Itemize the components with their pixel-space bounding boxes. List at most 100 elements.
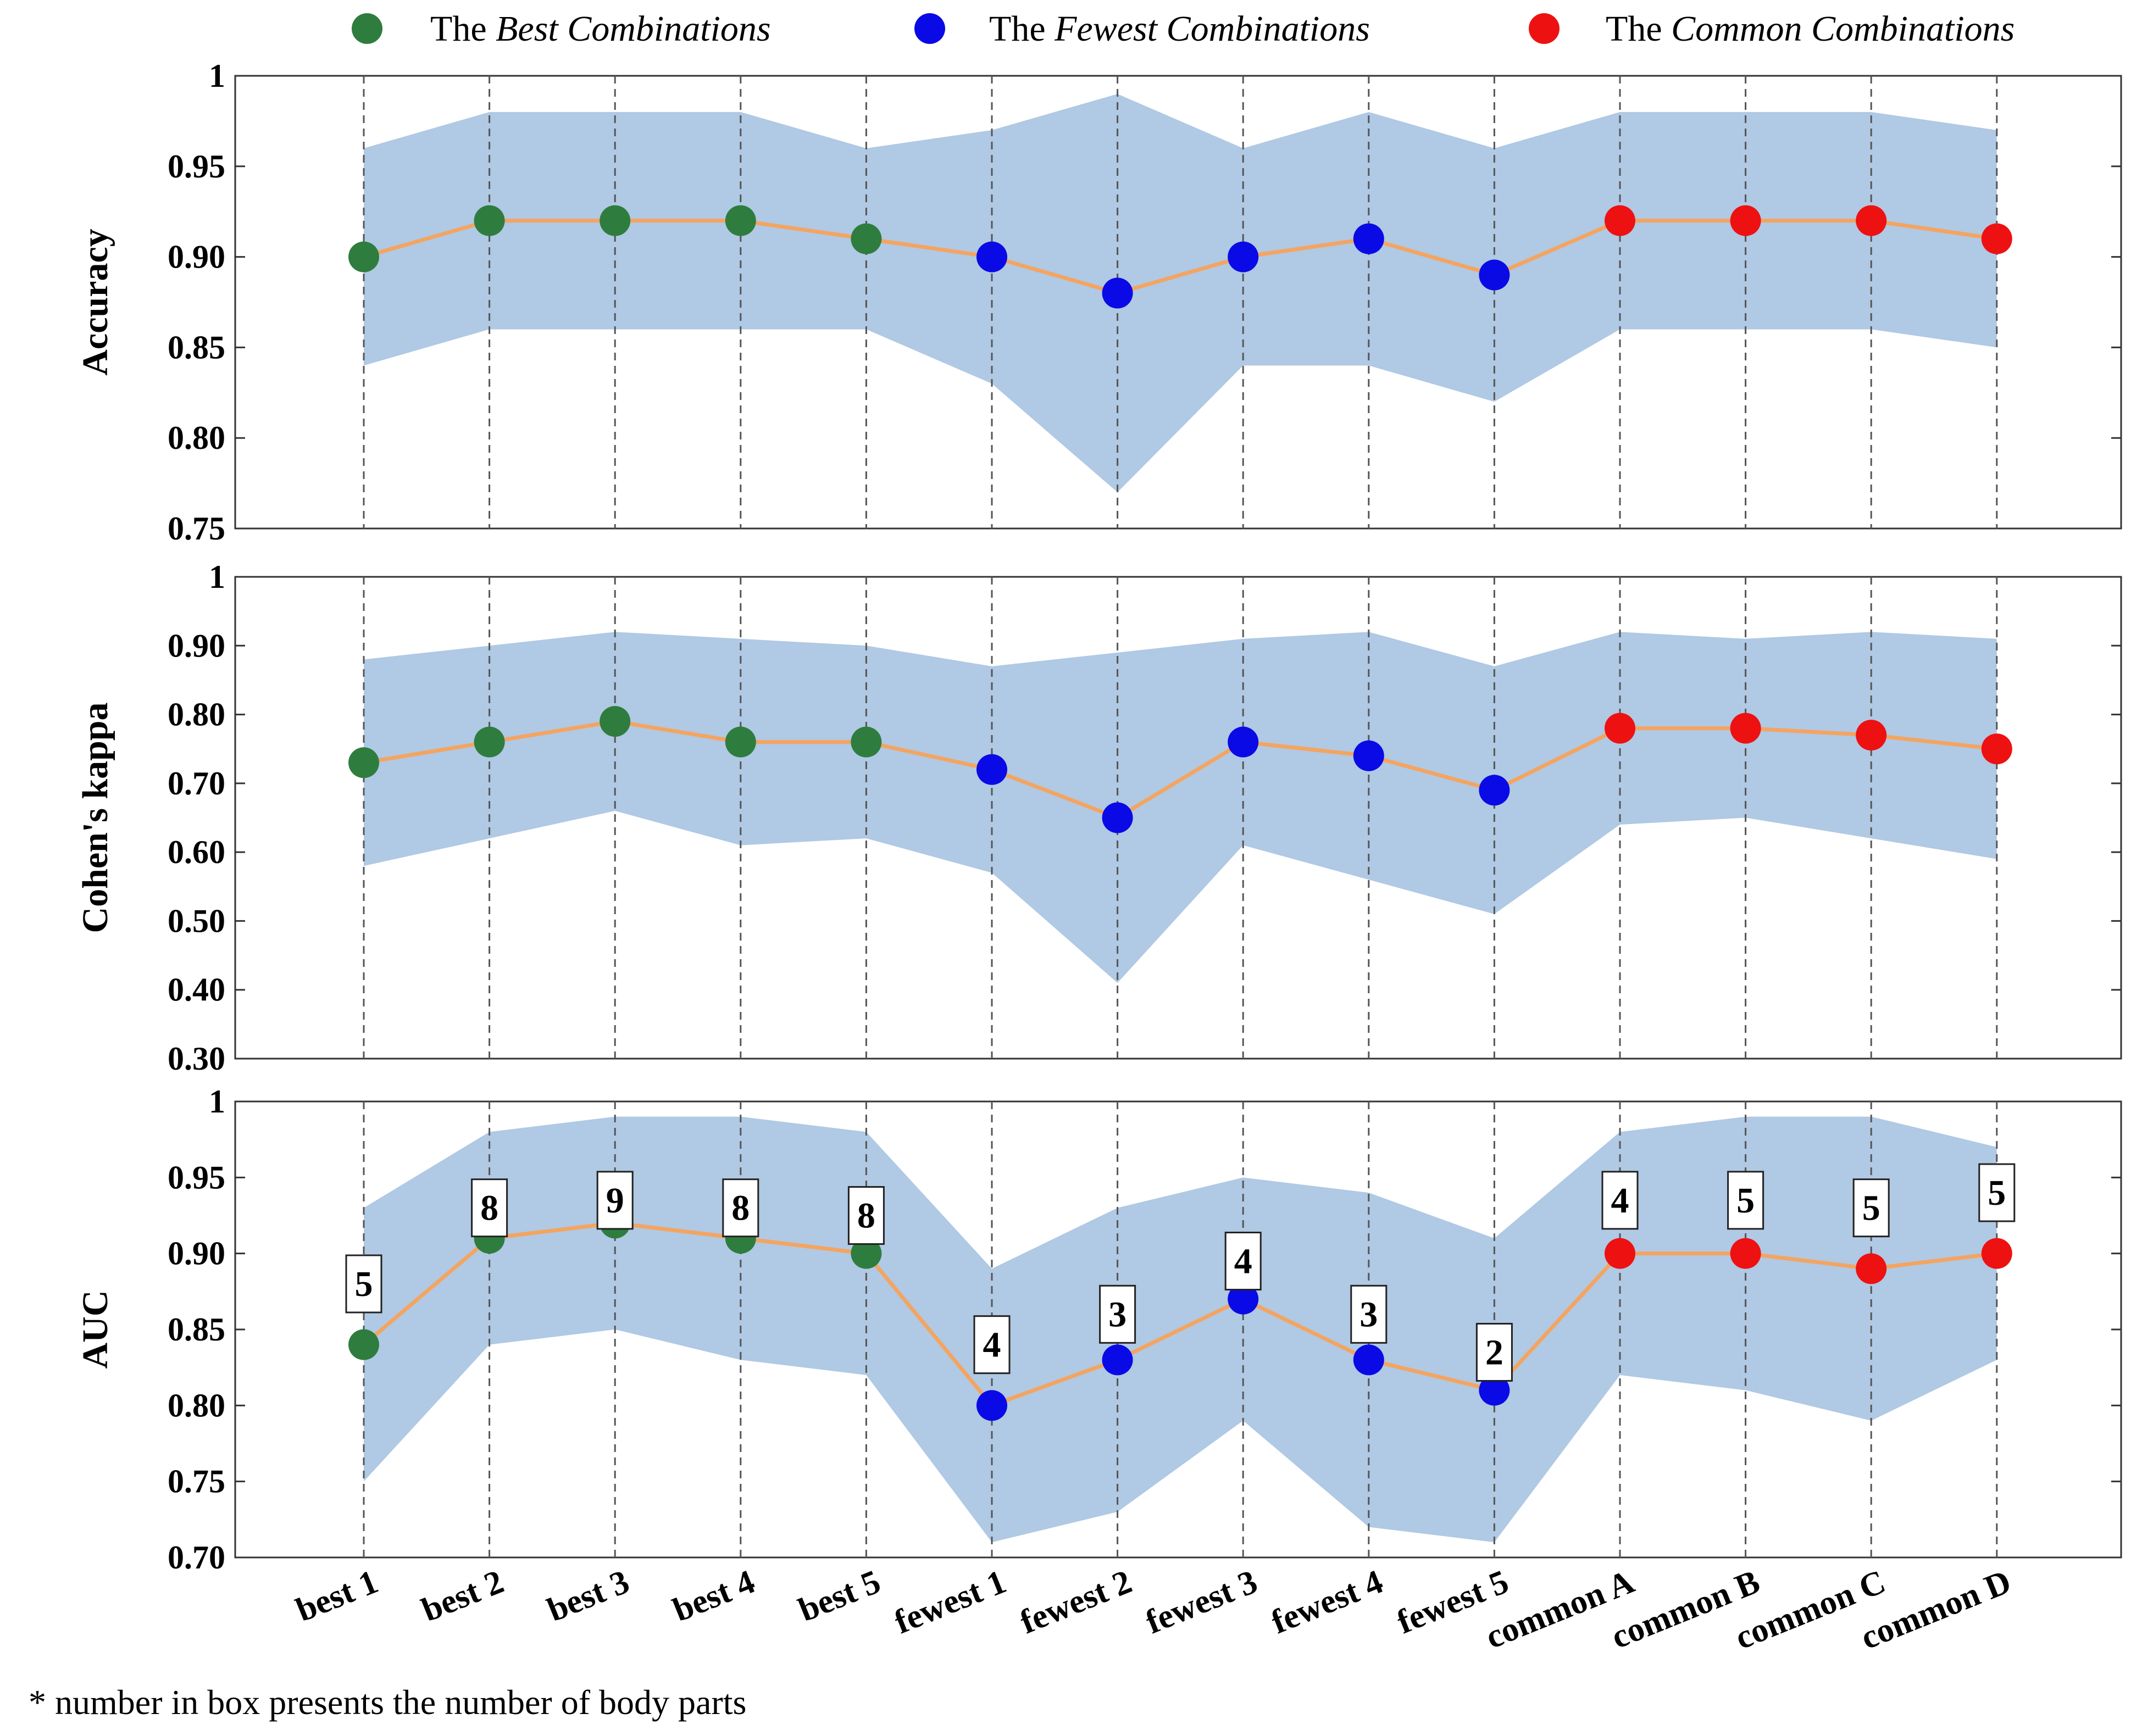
- data-point: [1730, 205, 1761, 236]
- y-tick-label: 0.80: [168, 1387, 225, 1423]
- annotation-box: 8: [471, 1178, 508, 1238]
- x-tick-label: best 2: [417, 1563, 509, 1629]
- data-point: [1856, 720, 1887, 751]
- annotation-label: 8: [731, 1188, 750, 1228]
- y-tick-label: 0.70: [168, 1539, 225, 1576]
- data-point: [600, 205, 631, 236]
- data-point: [1479, 1375, 1510, 1406]
- plot-frame: [234, 75, 2122, 530]
- annotation-box-frame: [1350, 1284, 1388, 1344]
- confidence-band: [364, 93, 1997, 493]
- data-point: [1730, 1238, 1761, 1269]
- annotation-box-frame: [1601, 1171, 1639, 1230]
- plot-frame: [234, 576, 2122, 1060]
- x-tick-label: best 3: [542, 1563, 635, 1629]
- annotation-box: 5: [1978, 1163, 2016, 1222]
- data-point: [1479, 259, 1510, 291]
- panel-2: 0.30 0.40 0.50 0.60 0.70 0.80 0.90 1 Cohen's kap…: [75, 559, 2122, 1077]
- x-tick-label: fewest 1: [889, 1563, 1011, 1641]
- data-point: [1605, 713, 1635, 744]
- data-point: [1228, 1283, 1259, 1315]
- data-point: [348, 1329, 379, 1360]
- annotation-box-frame: [1978, 1163, 2016, 1222]
- y-tick-label: 0.30: [168, 1041, 225, 1077]
- legend-marker-common: [1529, 13, 1560, 44]
- x-tick-label: best 5: [793, 1563, 886, 1629]
- x-tick-label: fewest 3: [1141, 1563, 1263, 1641]
- y-tick-label: 1: [209, 1083, 225, 1120]
- y-tick-label: 0.75: [168, 510, 225, 547]
- annotation-box: 5: [1852, 1178, 1890, 1238]
- data-point: [851, 1238, 882, 1269]
- data-point: [1479, 775, 1510, 806]
- data-point: [1730, 713, 1761, 744]
- y-tick-label: 0.90: [168, 1236, 225, 1272]
- annotation-box: 3: [1350, 1284, 1388, 1344]
- annotation-label: 4: [1611, 1181, 1629, 1221]
- legend: The Best Combinations The Fewest Combina…: [352, 9, 2015, 49]
- annotation-box: 4: [1601, 1171, 1639, 1230]
- annotation-box-frame: [471, 1178, 508, 1238]
- legend-marker-best: [352, 13, 382, 44]
- y-axis-label: Accuracy: [75, 229, 115, 376]
- legend-label-common: The Common Combinations: [1606, 9, 2015, 49]
- y-tick-label: 0.80: [168, 697, 225, 733]
- annotation-box: 8: [847, 1186, 885, 1245]
- x-tick-label: fewest 2: [1015, 1563, 1137, 1641]
- y-tick-label: 0.60: [168, 834, 225, 870]
- data-point: [725, 726, 756, 758]
- data-point: [851, 223, 882, 254]
- annotation-label: 5: [1862, 1188, 1880, 1228]
- y-tick-label: 0.80: [168, 420, 225, 456]
- annotation-box: 4: [1224, 1232, 1262, 1290]
- x-tick-label: best 4: [668, 1563, 760, 1629]
- data-point: [1981, 1238, 2012, 1269]
- series-line: [363, 719, 1997, 820]
- data-point: [1353, 740, 1384, 771]
- annotation-box-frame: [1727, 1171, 1764, 1230]
- y-tick-label: 0.70: [168, 765, 225, 802]
- legend-marker-fewest: [914, 13, 945, 44]
- y-tick-label: 0.90: [168, 627, 225, 664]
- data-point: [474, 726, 505, 758]
- annotation-box-frame: [1099, 1284, 1136, 1344]
- data-point: [1353, 223, 1384, 254]
- legend-name-common: Common Combinations: [1671, 9, 2015, 49]
- y-tick-label: 0.85: [168, 1311, 225, 1348]
- data-point: [474, 205, 505, 236]
- data-point: [1228, 726, 1259, 758]
- data-point: [348, 241, 379, 272]
- annotation-box-frame: [345, 1254, 382, 1314]
- annotation-box-frame: [722, 1178, 759, 1238]
- y-axis-label: AUC: [75, 1290, 115, 1369]
- y-tick-label: 0.75: [168, 1464, 225, 1500]
- annotation-label: 4: [983, 1325, 1001, 1365]
- annotation-label: 5: [1736, 1181, 1755, 1221]
- series-line: [363, 219, 1997, 296]
- data-point: [976, 241, 1007, 272]
- annotation-box-frame: [973, 1315, 1011, 1375]
- legend-label-best: The Best Combinations: [430, 9, 771, 49]
- data-point: [1605, 205, 1635, 236]
- data-point: [1856, 1253, 1887, 1284]
- data-point: [976, 1390, 1007, 1421]
- annotation-label: 8: [857, 1196, 875, 1236]
- data-point: [1981, 733, 2012, 765]
- data-point: [348, 747, 379, 778]
- annotation-box-frame: [1475, 1323, 1513, 1382]
- y-tick-label: 0.90: [168, 239, 225, 275]
- data-point: [851, 726, 882, 758]
- annotation-label: 9: [606, 1181, 624, 1221]
- x-tick-label: best 1: [291, 1563, 384, 1629]
- data-point: [1102, 1344, 1133, 1376]
- legend-prefix-fewest: The: [989, 9, 1055, 49]
- y-tick-label: 0.40: [168, 972, 225, 1008]
- confidence-band: [364, 632, 1997, 983]
- annotation-label: 5: [355, 1264, 373, 1304]
- series-line: [362, 1221, 1997, 1408]
- chart-panels: 0.75 0.80 0.85 0.90 0.95 1 Accuracy 0.30 0.40 0.5…: [75, 58, 2122, 1576]
- x-tick-label: fewest 4: [1266, 1563, 1388, 1641]
- panel-1: 0.75 0.80 0.85 0.90 0.95 1 Accuracy: [75, 58, 2122, 547]
- data-point: [1856, 205, 1887, 236]
- y-tick-label: 0.95: [168, 1159, 225, 1195]
